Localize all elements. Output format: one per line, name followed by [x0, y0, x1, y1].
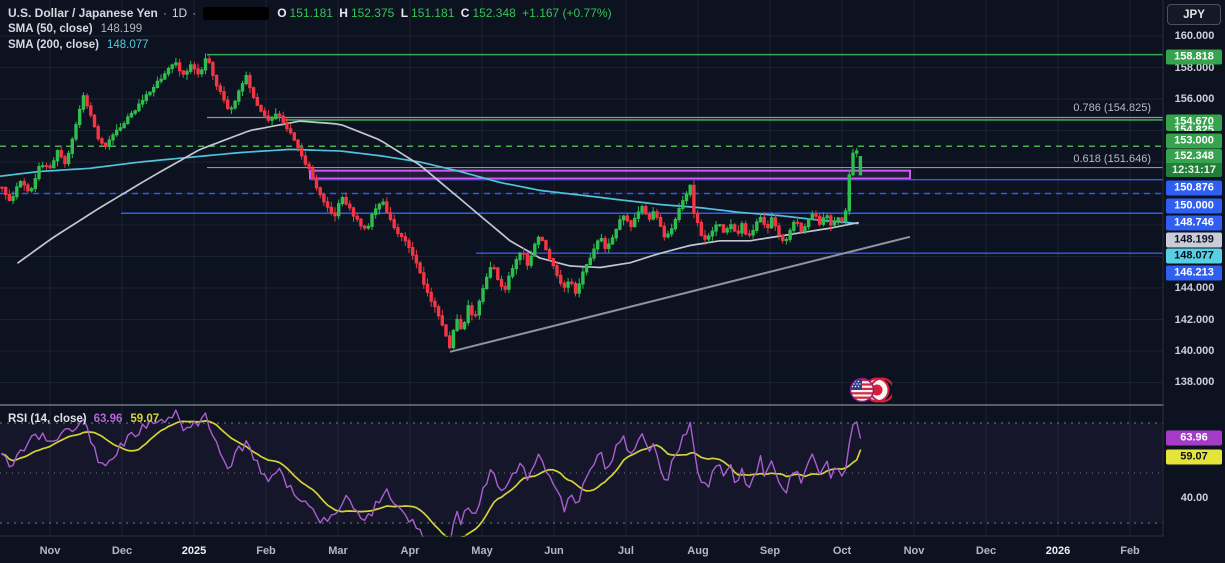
interval-label[interactable]: 1D	[171, 6, 188, 20]
open-label: O	[277, 6, 287, 20]
sma50-line[interactable]	[17, 120, 859, 269]
time-axis-label-Feb: Feb	[256, 545, 276, 557]
price-badge-158.818: 158.818	[1166, 49, 1222, 65]
rsi-value: 63.96	[93, 413, 123, 425]
time-axis-label-2026: 2026	[1045, 545, 1071, 557]
time-axis-label-May: May	[471, 545, 493, 557]
change-value: +1.167 (+0.77%)	[522, 6, 612, 20]
price-badge-148.746: 148.746	[1166, 215, 1222, 231]
rsi-ma-line[interactable]	[1, 420, 862, 537]
sma200-value: 148.077	[106, 39, 149, 51]
currency-toggle-button[interactable]: JPY	[1167, 4, 1221, 25]
fib-0618-label[interactable]: 0.618 (151.646)	[1073, 153, 1151, 165]
ascending-trendline[interactable]	[449, 235, 911, 353]
price-axis-label: 156.000	[1174, 93, 1215, 105]
price-axis[interactable]: 160.000 158.000 156.000 144.000 142.000 140.0…	[1164, 0, 1225, 536]
price-badge-148.199: 148.199	[1166, 232, 1222, 248]
rsi-line[interactable]	[1, 409, 862, 537]
us-flag-icon	[849, 377, 875, 403]
low-value: 151.181	[411, 6, 455, 20]
separator-dot: ·	[162, 6, 167, 20]
bar-countdown: 12:31:17	[1166, 163, 1222, 177]
time-axis-label-Oct: Oct	[832, 545, 852, 557]
ohlc-values: O 151.181 H 152.375 L 151.181 C 152.348 +1.1…	[277, 6, 614, 20]
price-axis-label: 40.00	[1180, 492, 1209, 504]
time-axis-label-2025: 2025	[181, 545, 207, 557]
time-axis-label-Nov: Nov	[39, 545, 61, 557]
sma50-value: 148.199	[100, 23, 143, 35]
sma200-label: SMA (200, close)	[8, 39, 99, 51]
sma50-label: SMA (50, close)	[8, 23, 93, 35]
current-price-badge: 152.348 12:31:17	[1166, 149, 1222, 177]
time-axis-label-Aug: Aug	[687, 545, 709, 557]
close-label: C	[460, 6, 470, 20]
price-badge-59.07: 59.07	[1166, 449, 1222, 465]
chart-canvas[interactable]	[0, 0, 1164, 537]
price-badge-63.96: 63.96	[1166, 430, 1222, 446]
current-price-value: 152.348	[1166, 149, 1222, 163]
sma50-row[interactable]: SMA (50, close) 148.199	[8, 21, 615, 37]
price-axis-label: 140.000	[1174, 345, 1215, 357]
separator-dot: ·	[192, 6, 197, 20]
price-badge-148.077: 148.077	[1166, 248, 1222, 264]
price-badge-150.876: 150.876	[1166, 180, 1222, 196]
price-axis-label: 158.000	[1174, 62, 1215, 74]
price-badge-154.825: 154.825	[1166, 125, 1222, 131]
time-axis-label-Jul: Jul	[618, 545, 634, 557]
redacted-source-box	[203, 6, 270, 20]
time-axis-label-Nov: Nov	[903, 545, 925, 557]
close-value: 152.348	[472, 6, 516, 20]
fib-0786-label[interactable]: 0.786 (154.825)	[1073, 102, 1151, 114]
rsi-legend[interactable]: RSI (14, close) 63.96 59.07	[8, 413, 159, 425]
price-badge-150.000: 150.000	[1166, 198, 1222, 214]
price-badge-153.000: 153.000	[1166, 133, 1222, 149]
rsi-label: RSI (14, close)	[8, 413, 87, 425]
time-axis-label-Sep: Sep	[759, 545, 781, 557]
price-axis-label: 144.000	[1174, 282, 1215, 294]
time-axis-label-Jun: Jun	[544, 545, 564, 557]
time-axis-label-Dec: Dec	[975, 545, 997, 557]
low-label: L	[400, 6, 409, 20]
sma200-row[interactable]: SMA (200, close) 148.077	[8, 37, 615, 53]
price-axis-label: 160.000	[1174, 30, 1215, 42]
rsi-ma-value: 59.07	[130, 413, 160, 425]
time-axis-label-Dec: Dec	[111, 545, 133, 557]
price-axis-label: 142.000	[1174, 314, 1215, 326]
candles-down	[0, 55, 844, 350]
sma200-line[interactable]	[0, 148, 859, 225]
candles-up	[11, 53, 863, 350]
supply-zone-box[interactable]	[309, 169, 911, 180]
time-axis-label-Apr: Apr	[400, 545, 420, 557]
time-axis-label-Feb: Feb	[1120, 545, 1140, 557]
price-badge-146.213: 146.213	[1166, 265, 1222, 281]
symbol-legend: U.S. Dollar / Japanese Yen · 1D · O 151.1…	[8, 5, 615, 53]
price-axis-label: 138.000	[1174, 376, 1215, 388]
pair-flags-logo	[849, 377, 892, 403]
time-axis-label-Mar: Mar	[328, 545, 348, 557]
symbol-title: U.S. Dollar / Japanese Yen	[8, 6, 158, 20]
symbol-row[interactable]: U.S. Dollar / Japanese Yen · 1D · O 151.1…	[8, 5, 615, 21]
open-value: 151.181	[289, 6, 333, 20]
high-value: 152.375	[350, 6, 395, 20]
high-label: H	[339, 6, 348, 20]
time-axis[interactable]: Nov Dec 2025 Feb Mar Apr May Jun Jul Aug Sep Oct Nov…	[0, 537, 1225, 563]
rsi-band-fill	[0, 423, 1163, 523]
